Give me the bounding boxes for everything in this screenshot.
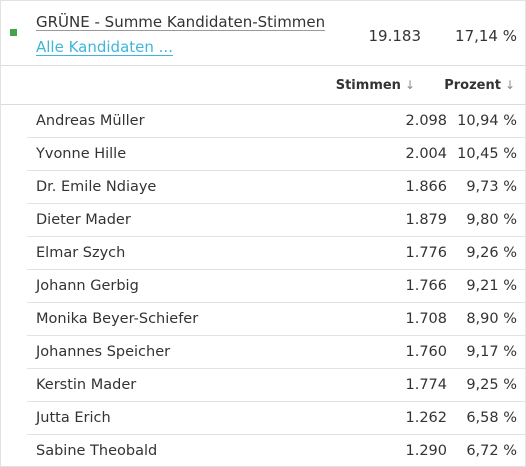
candidate-name: Dieter Mader	[36, 212, 131, 228]
candidate-votes: 1.879	[405, 212, 447, 228]
table-row: Sabine Theobald 1.290 6,72 %	[27, 435, 525, 467]
candidate-votes: 2.004	[405, 146, 447, 162]
table-row: Jutta Erich 1.262 6,58 %	[27, 402, 525, 435]
candidate-votes: 1.760	[405, 344, 447, 360]
candidate-name: Sabine Theobald	[36, 443, 158, 459]
party-total-percent: 17,14 %	[455, 27, 517, 45]
candidate-votes: 1.866	[405, 179, 447, 195]
candidate-percent: 9,80 %	[466, 212, 517, 228]
candidate-name: Yvonne Hille	[36, 146, 127, 162]
candidate-name: Andreas Müller	[36, 113, 145, 129]
candidate-percent: 9,17 %	[466, 344, 517, 360]
table-row: Dieter Mader 1.879 9,80 %	[27, 204, 525, 237]
candidate-name: Johann Gerbig	[36, 278, 139, 294]
percent-column-label: Prozent	[444, 78, 501, 93]
candidate-list: Andreas Müller 2.098 10,94 % Yvonne Hille 2.…	[1, 105, 525, 467]
party-total-votes: 19.183	[368, 27, 422, 45]
candidate-percent: 6,58 %	[466, 410, 517, 426]
party-summary-title[interactable]: GRÜNE - Summe Kandidaten-Stimmen	[36, 13, 326, 31]
arrow-down-icon: ↓	[504, 78, 515, 92]
table-header: Stimmen ↓ Prozent ↓	[1, 66, 525, 105]
table-row: Kerstin Mader 1.774 9,25 %	[27, 369, 525, 402]
candidate-name: Elmar Szych	[36, 245, 126, 261]
all-candidates-link[interactable]: Alle Kandidaten ...	[36, 38, 173, 56]
candidate-name: Kerstin Mader	[36, 377, 137, 393]
candidate-votes: 1.774	[405, 377, 447, 393]
votes-column-header[interactable]: Stimmen ↓	[336, 78, 415, 93]
candidate-percent: 10,94 %	[457, 113, 517, 129]
table-row: Dr. Emile Ndiaye 1.866 9,73 %	[27, 171, 525, 204]
candidate-votes: 2.098	[405, 113, 447, 129]
candidate-name: Monika Beyer-Schiefer	[36, 311, 199, 327]
candidate-votes: 1.262	[405, 410, 447, 426]
candidate-percent: 10,45 %	[457, 146, 517, 162]
candidate-votes: 1.776	[405, 245, 447, 261]
party-color-marker	[10, 29, 17, 36]
table-row: Monika Beyer-Schiefer 1.708 8,90 %	[27, 303, 525, 336]
arrow-down-icon: ↓	[404, 78, 415, 92]
table-row: Elmar Szych 1.776 9,26 %	[27, 237, 525, 270]
candidate-percent: 8,90 %	[466, 311, 517, 327]
candidate-votes: 1.766	[405, 278, 447, 294]
table-row: Johannes Speicher 1.760 9,17 %	[27, 336, 525, 369]
table-row: Andreas Müller 2.098 10,94 %	[27, 105, 525, 138]
candidate-percent: 9,73 %	[466, 179, 517, 195]
candidate-percent: 9,21 %	[466, 278, 517, 294]
percent-column-header[interactable]: Prozent ↓	[444, 78, 515, 93]
candidate-percent: 9,25 %	[466, 377, 517, 393]
candidate-name: Dr. Emile Ndiaye	[36, 179, 157, 195]
candidate-percent: 9,26 %	[466, 245, 517, 261]
table-row: Johann Gerbig 1.766 9,21 %	[27, 270, 525, 303]
votes-column-label: Stimmen	[335, 78, 401, 93]
table-row: Yvonne Hille 2.004 10,45 %	[27, 138, 525, 171]
candidate-name: Jutta Erich	[36, 410, 111, 426]
candidate-name: Johannes Speicher	[36, 344, 171, 360]
party-summary-row: GRÜNE - Summe Kandidaten-Stimmen Alle Ka…	[1, 1, 525, 66]
candidate-votes: 1.290	[405, 443, 447, 459]
candidate-percent: 6,72 %	[466, 443, 517, 459]
candidate-votes: 1.708	[405, 311, 447, 327]
